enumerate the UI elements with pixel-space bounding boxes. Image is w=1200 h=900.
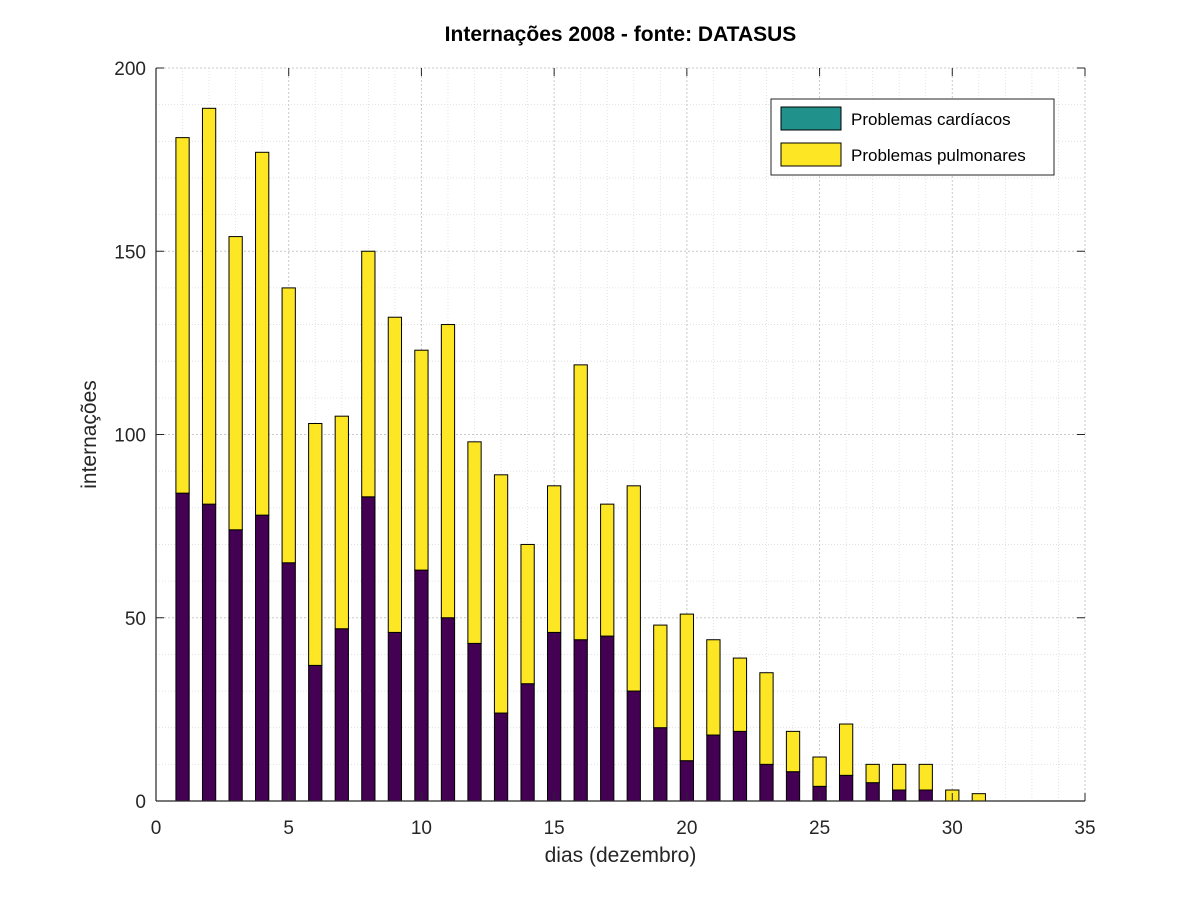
bar-pulmonares	[626, 485, 641, 692]
bar-cardiacos	[334, 628, 349, 802]
y-tick-label: 0	[135, 792, 146, 813]
bar-cardiacos	[175, 492, 190, 802]
chart-title: Internações 2008 - fonte: DATASUS	[445, 23, 797, 46]
bar-cardiacos	[467, 642, 482, 802]
bar-pulmonares	[679, 613, 694, 762]
bar-cardiacos	[706, 734, 721, 802]
bar-pulmonares	[732, 657, 748, 732]
bar-cardiacos	[387, 631, 403, 802]
y-tick-label: 200	[114, 59, 146, 80]
bar-cardiacos	[838, 774, 854, 802]
bar-cardiacos	[520, 683, 535, 802]
legend-label-cardiacos: Problemas cardíacos	[851, 110, 1011, 129]
bar-pulmonares	[600, 503, 615, 637]
grid	[155, 67, 1086, 802]
bar-pulmonares	[706, 639, 721, 736]
bar-cardiacos	[547, 631, 562, 802]
x-tick-label: 30	[942, 818, 963, 839]
legend-swatch-cardiacos	[780, 106, 842, 131]
bar-pulmonares	[573, 364, 588, 641]
bar-pulmonares	[812, 756, 827, 787]
bar-pulmonares	[414, 349, 429, 571]
bar-pulmonares	[865, 763, 880, 784]
bar-cardiacos	[653, 727, 668, 802]
bar-pulmonares	[255, 151, 270, 516]
legend-label-pulmonares: Problemas pulmonares	[851, 146, 1026, 165]
bar-pulmonares	[387, 316, 403, 633]
bar-cardiacos	[361, 496, 376, 802]
y-axis-label: internações	[78, 380, 101, 489]
x-tick-label: 10	[411, 818, 432, 839]
ticks: 0 5 10 15 20 25 30 35 0 50 100 150 200	[114, 59, 1095, 839]
bar-cardiacos	[255, 514, 270, 802]
x-tick-label: 15	[544, 818, 565, 839]
legend-swatch-pulmonares	[780, 142, 842, 167]
bar-pulmonares	[547, 485, 562, 633]
bar-pulmonares	[838, 723, 854, 776]
bar-cardiacos	[414, 569, 429, 802]
bar-pulmonares	[918, 763, 933, 791]
bar-cardiacos	[918, 789, 933, 802]
bar-pulmonares	[892, 763, 907, 791]
x-axis-label: dias (dezembro)	[545, 844, 697, 867]
bar-pulmonares	[361, 250, 376, 498]
bar-cardiacos	[600, 635, 615, 802]
bar-cardiacos	[626, 690, 641, 802]
bar-pulmonares	[175, 137, 190, 494]
bar-pulmonares	[201, 107, 217, 505]
bar-pulmonares	[308, 423, 323, 666]
bar-pulmonares	[467, 441, 482, 644]
x-tick-label: 0	[151, 818, 162, 839]
bar-pulmonares	[440, 324, 456, 619]
x-tick-label: 25	[809, 818, 830, 839]
x-tick-label: 5	[283, 818, 294, 839]
bar-cardiacos	[785, 771, 801, 802]
bar-pulmonares	[520, 543, 535, 685]
bar-pulmonares	[971, 793, 986, 802]
bar-pulmonares	[228, 236, 243, 531]
y-tick-label: 100	[114, 426, 146, 447]
bars	[175, 107, 986, 802]
bar-pulmonares	[334, 415, 349, 630]
x-tick-label: 35	[1074, 818, 1095, 839]
bar-cardiacos	[573, 639, 588, 802]
bar-pulmonares	[653, 624, 668, 729]
legend: Problemas cardíacos Problemas pulmonares	[770, 98, 1055, 176]
bar-pulmonares	[785, 730, 801, 773]
bar-pulmonares	[281, 287, 296, 564]
bar-cardiacos	[759, 763, 774, 802]
bar-cardiacos	[228, 529, 243, 802]
bar-cardiacos	[493, 712, 509, 802]
y-tick-label: 150	[114, 242, 146, 263]
y-tick-label: 50	[125, 609, 146, 630]
bar-cardiacos	[201, 503, 217, 802]
bar-pulmonares	[493, 474, 509, 714]
bar-pulmonares	[759, 672, 774, 765]
bar-cardiacos	[892, 789, 907, 802]
bar-cardiacos	[281, 562, 296, 802]
bar-cardiacos	[308, 664, 323, 802]
bar-cardiacos	[440, 617, 456, 802]
x-tick-label: 20	[676, 818, 697, 839]
bar-cardiacos	[865, 782, 880, 802]
bar-cardiacos	[732, 730, 748, 802]
